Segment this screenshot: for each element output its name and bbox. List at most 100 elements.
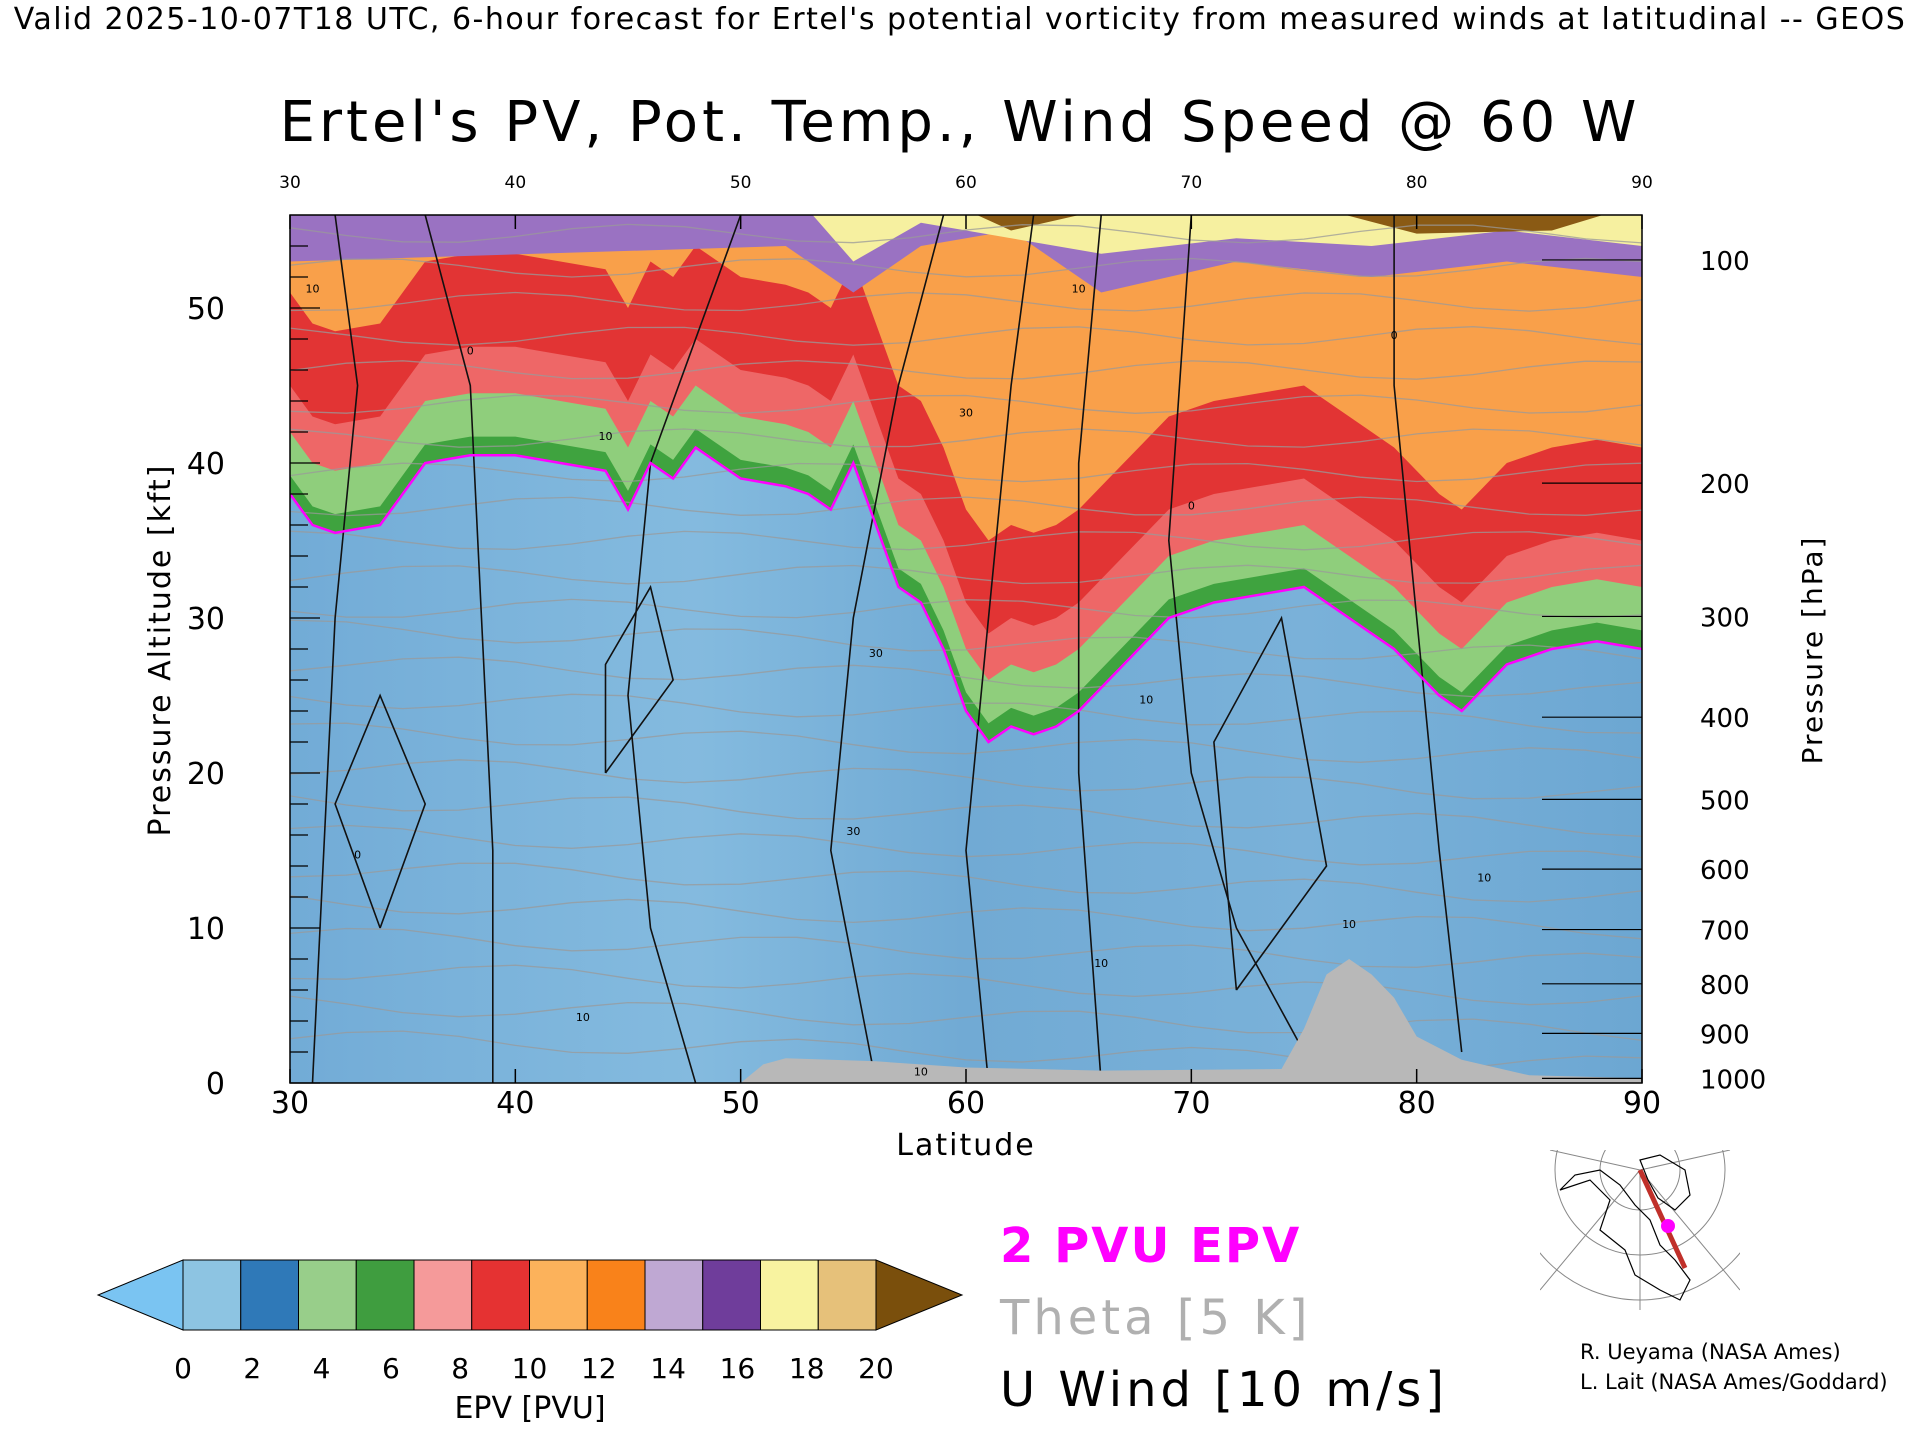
colorbar-over-arrow <box>875 1259 964 1331</box>
pressure-tick-label: 100 <box>1700 247 1750 277</box>
u-wind-contour <box>604 584 674 774</box>
contour-labels: 0 10 10 30 0 10 0 30 10 30 10 10 10 10 10 0 <box>306 283 1492 1079</box>
pressure-tick-label: 400 <box>1700 704 1750 734</box>
colorbar-swatch <box>240 1259 299 1331</box>
x-tick-label-top: 90 <box>1631 173 1653 193</box>
contour-label: 30 <box>846 825 860 838</box>
colorbar-swatch <box>529 1259 588 1331</box>
theta-contour <box>290 496 1642 517</box>
theta-contour <box>290 394 1642 415</box>
pressure-tick-label: 700 <box>1700 917 1750 947</box>
theta-contour <box>290 995 1642 1041</box>
u-wind-contour <box>965 215 1035 1083</box>
pressure-tick-label: 1000 <box>1700 1065 1766 1095</box>
u-wind-contour <box>829 215 945 1083</box>
y-tick-label: 20 <box>187 757 225 792</box>
y-axis-label-right: Pressure [hPa] <box>1796 536 1829 765</box>
contour-label: 0 <box>1391 329 1398 342</box>
contour-label: 10 <box>1072 283 1086 296</box>
u-wind-contour <box>424 215 494 1083</box>
colorbar-swatch <box>471 1259 530 1331</box>
colorbar-tick-label: 16 <box>720 1352 756 1385</box>
y-tick-label: 50 <box>187 292 225 327</box>
theta-contour <box>290 927 1642 968</box>
colorbar-swatch <box>182 1259 242 1331</box>
theta-contour <box>290 530 1642 551</box>
contour-label: 0 <box>467 345 474 358</box>
contour-label: 10 <box>1094 957 1108 970</box>
theta-contour <box>290 895 1642 940</box>
chart-title: Ertel's PV, Pot. Temp., Wind Speed @ 60 … <box>279 90 1641 155</box>
theta-contour <box>290 291 1642 312</box>
pressure-tick-label: 600 <box>1700 856 1750 886</box>
theta-contour <box>290 656 1642 698</box>
legend-2pvu: 2 PVU EPV <box>1000 1218 1302 1274</box>
valid-time-header: Valid 2025-10-07T18 UTC, 6-hour forecast… <box>13 2 1907 37</box>
y-axis-label-left: Pressure Altitude [kft] <box>143 464 178 837</box>
contour-label: 10 <box>1342 918 1356 931</box>
theta-contour <box>290 598 1642 619</box>
x-tick-label: 50 <box>722 1086 760 1121</box>
u-wind-contour <box>311 215 359 1083</box>
theta-contour <box>290 360 1642 380</box>
colorbar-swatch <box>586 1259 646 1331</box>
x-tick-label-top: 40 <box>505 173 527 193</box>
legend-theta: Theta [5 K] <box>1000 1290 1312 1346</box>
contour-label: 10 <box>598 430 612 443</box>
contour-label: 30 <box>959 407 973 420</box>
y-tick-label: 30 <box>187 602 225 637</box>
u-wind-contour <box>1077 215 1102 1083</box>
x-tick-label-top: 60 <box>955 173 977 193</box>
x-tick-label: 90 <box>1623 1086 1661 1121</box>
colorbar-swatch <box>702 1259 761 1331</box>
theta-contour <box>290 619 1642 660</box>
colorbar-tick-label: 4 <box>313 1352 331 1385</box>
pressure-tick-label: 800 <box>1700 971 1750 1001</box>
colorbar-tick-label: 0 <box>174 1352 192 1385</box>
x-tick-label-top: 80 <box>1406 173 1428 193</box>
tropopause-2pvu-line <box>290 445 1642 744</box>
x-tick-label-top: 70 <box>1181 173 1203 193</box>
credit-line-1: R. Ueyama (NASA Ames) <box>1580 1340 1841 1364</box>
theta-contour <box>290 257 1642 278</box>
colorbar-tick-label: 8 <box>451 1352 469 1385</box>
credit-line-2: L. Lait (NASA Ames/Goddard) <box>1580 1370 1888 1394</box>
contour-label: 0 <box>354 848 361 861</box>
x-tick-label: 30 <box>271 1086 309 1121</box>
theta-contour <box>290 428 1642 448</box>
epv-band-brown <box>976 215 1603 234</box>
colorbar-tick-label: 12 <box>581 1352 617 1385</box>
x-tick-label: 40 <box>496 1086 534 1121</box>
colorbar-swatch <box>644 1259 704 1331</box>
terrain-mask <box>740 959 1642 1083</box>
x-tick-label: 60 <box>947 1086 985 1121</box>
u-wind-contour <box>1213 615 1328 991</box>
theta-contour <box>290 722 1642 763</box>
u-wind-contour <box>627 215 742 1083</box>
colorbar-tick-label: 6 <box>382 1352 400 1385</box>
pressure-tick-label: 900 <box>1700 1020 1750 1050</box>
u-wind-contours <box>311 215 1463 1083</box>
theta-contour <box>290 326 1642 346</box>
colorbar-swatch <box>760 1259 819 1331</box>
contour-label: 10 <box>1139 693 1153 706</box>
pressure-tick-label: 500 <box>1700 786 1750 816</box>
theta-contour <box>290 564 1642 585</box>
colorbar-label: EPV [PVU] <box>454 1391 605 1426</box>
theta-contour <box>290 964 1642 1006</box>
theta-contours <box>290 223 1642 1072</box>
contour-label: 0 <box>1188 500 1195 513</box>
y-tick-label: 40 <box>187 447 225 482</box>
x-tick-label: 80 <box>1398 1086 1436 1121</box>
north-polar-map-icon <box>1540 1150 1740 1310</box>
pressure-tick-label: 200 <box>1700 470 1750 500</box>
theta-contour <box>290 795 1642 838</box>
colorbar-under-arrow <box>96 1259 184 1331</box>
colorbar-tick-label: 18 <box>789 1352 825 1385</box>
x-tick-label-top: 30 <box>279 173 301 193</box>
colorbar-tick-label: 10 <box>512 1352 548 1385</box>
u-wind-contour <box>1167 215 1305 1053</box>
contour-label: 10 <box>576 1011 590 1024</box>
